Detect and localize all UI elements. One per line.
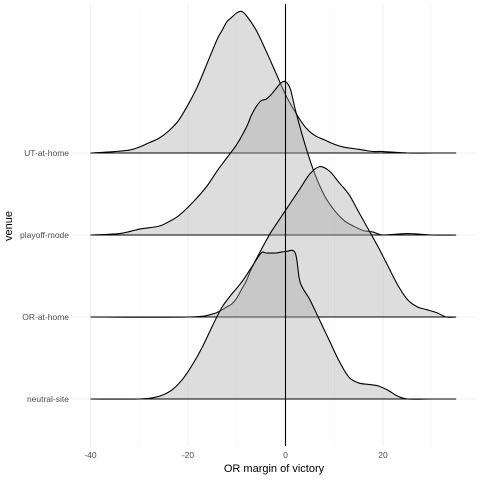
ridge-playoff-mode (90, 80, 457, 236)
y-tick-labels: neutral-site OR-at-home playoff-mode UT-at-… (20, 148, 69, 404)
x-axis-title: OR margin of victory (224, 463, 325, 475)
ridge-OR-at-home (90, 166, 457, 318)
x-tick-label: 0 (283, 450, 288, 460)
ridge-neutral-site (90, 249, 457, 400)
x-tick-label: -20 (182, 450, 195, 460)
x-tick-label: 20 (378, 450, 388, 460)
x-tick-labels: -40 -20 0 20 (84, 450, 388, 460)
y-tick-label: UT-at-home (24, 148, 69, 158)
x-tick-label: -40 (84, 450, 97, 460)
y-axis-title: venue (3, 211, 15, 241)
ridge-UT-at-home (90, 10, 457, 154)
y-tick-label: neutral-site (27, 394, 69, 404)
y-tick-label: OR-at-home (22, 312, 69, 322)
ridges (90, 10, 457, 400)
y-tick-label: playoff-mode (20, 230, 69, 240)
